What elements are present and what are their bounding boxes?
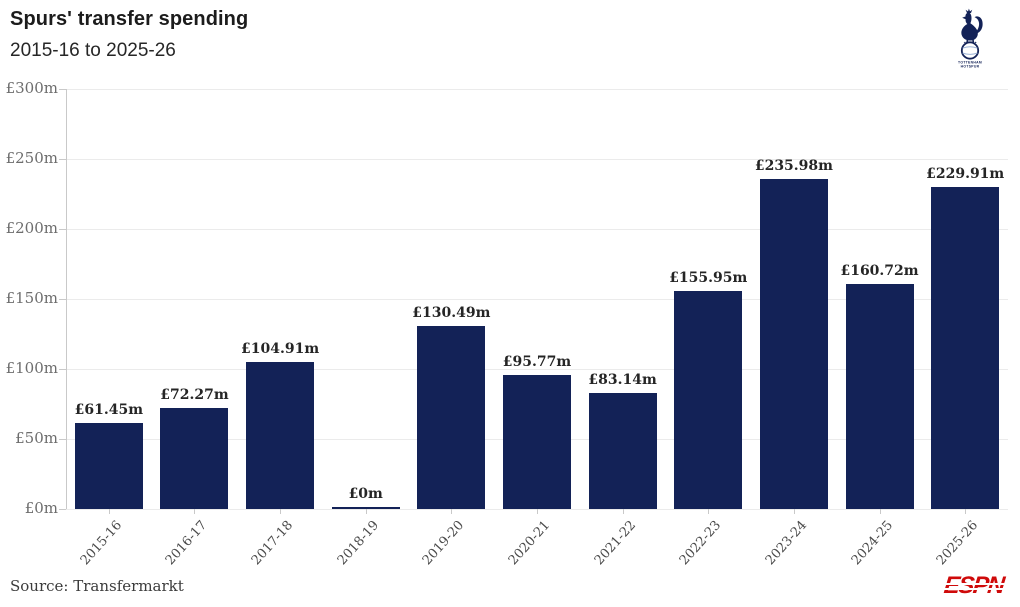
bar-value-label: £61.45m — [74, 402, 144, 418]
y-axis-label: £200m — [5, 219, 58, 237]
x-axis-label: 2023-24 — [762, 518, 811, 569]
x-axis-tick — [708, 509, 710, 514]
x-axis-tick — [280, 509, 282, 514]
gridline — [66, 229, 1008, 230]
bar-value-label: £104.91m — [241, 341, 320, 357]
bar-value-label: £72.27m — [160, 387, 229, 403]
x-axis-tick — [108, 509, 110, 514]
x-axis-tick — [194, 509, 196, 514]
y-axis-label: £300m — [5, 79, 58, 97]
x-axis-label: 2025-26 — [934, 518, 982, 569]
bar — [331, 507, 400, 509]
y-axis-tick — [59, 369, 66, 370]
bar — [588, 393, 657, 509]
bar — [674, 291, 743, 509]
x-axis-label: 2015-16 — [77, 518, 125, 569]
x-axis-label: 2020-21 — [505, 518, 554, 569]
y-axis-label: £100m — [5, 359, 58, 377]
x-axis-tick — [793, 509, 795, 514]
bar-value-label: £83.14m — [588, 372, 657, 388]
x-axis-label: 2018-19 — [334, 518, 382, 569]
bar-value-label: £95.77m — [502, 354, 572, 370]
x-axis-label: 2016-17 — [163, 518, 211, 569]
x-axis-label: 2017-18 — [248, 518, 297, 569]
chart-title: Spurs' transfer spending — [10, 8, 249, 30]
crest-text-bottom: HOTSPUR — [961, 65, 980, 69]
y-axis-tick — [59, 159, 66, 160]
gridline — [66, 159, 1008, 160]
x-axis-tick — [879, 509, 881, 514]
bar-value-label: £229.91m — [926, 166, 1005, 182]
y-axis-tick — [59, 439, 66, 440]
gridline — [66, 299, 1008, 300]
y-axis-tick — [59, 89, 66, 90]
x-axis-tick — [965, 509, 967, 514]
x-axis-tick — [622, 509, 624, 514]
gridline — [66, 369, 1008, 370]
gridline — [66, 89, 1008, 90]
bar-value-label: £235.98m — [754, 158, 833, 174]
bar-value-label: £130.49m — [412, 305, 491, 321]
y-axis-tick — [59, 509, 66, 510]
y-axis-label: £150m — [5, 289, 58, 307]
bar-value-label: £155.95m — [669, 270, 748, 286]
ball-icon — [960, 41, 980, 60]
x-axis-label: 2022-23 — [677, 518, 725, 569]
bar — [417, 326, 486, 509]
y-axis-tick — [59, 229, 66, 230]
y-axis-label: £0m — [24, 499, 58, 517]
bar — [931, 187, 1000, 509]
bar — [246, 362, 315, 509]
bar-value-label: £160.72m — [840, 263, 919, 279]
cockerel-icon — [961, 8, 983, 45]
x-axis-label: 2024-25 — [848, 518, 896, 569]
crest-text-top: TOTTENHAM — [958, 61, 982, 65]
bar — [160, 408, 229, 509]
x-axis-label: 2021-22 — [591, 518, 639, 569]
espn-logo-slit — [944, 588, 1008, 590]
y-axis-label: £250m — [5, 149, 58, 167]
source-note: Source: Transfermarkt — [10, 577, 184, 595]
espn-logo-slit — [944, 583, 1008, 585]
bar — [759, 179, 828, 509]
y-axis-tick — [59, 299, 66, 300]
bar — [74, 423, 143, 509]
x-axis-label: 2019-20 — [420, 518, 468, 569]
bar-value-label: £0m — [348, 486, 383, 502]
tottenham-crest-icon: TOTTENHAM HOTSPUR — [958, 8, 983, 69]
x-axis-tick — [451, 509, 453, 514]
y-axis-line — [66, 89, 67, 509]
espn-logo: ESPN — [942, 572, 1008, 599]
x-axis-tick — [365, 509, 367, 514]
x-axis-tick — [537, 509, 538, 514]
y-axis-label: £50m — [15, 429, 58, 447]
bar — [503, 375, 571, 509]
bar — [845, 284, 914, 509]
espn-wordmark: ESPN — [942, 572, 1005, 599]
chart-subtitle: 2015-16 to 2025-26 — [10, 40, 176, 61]
